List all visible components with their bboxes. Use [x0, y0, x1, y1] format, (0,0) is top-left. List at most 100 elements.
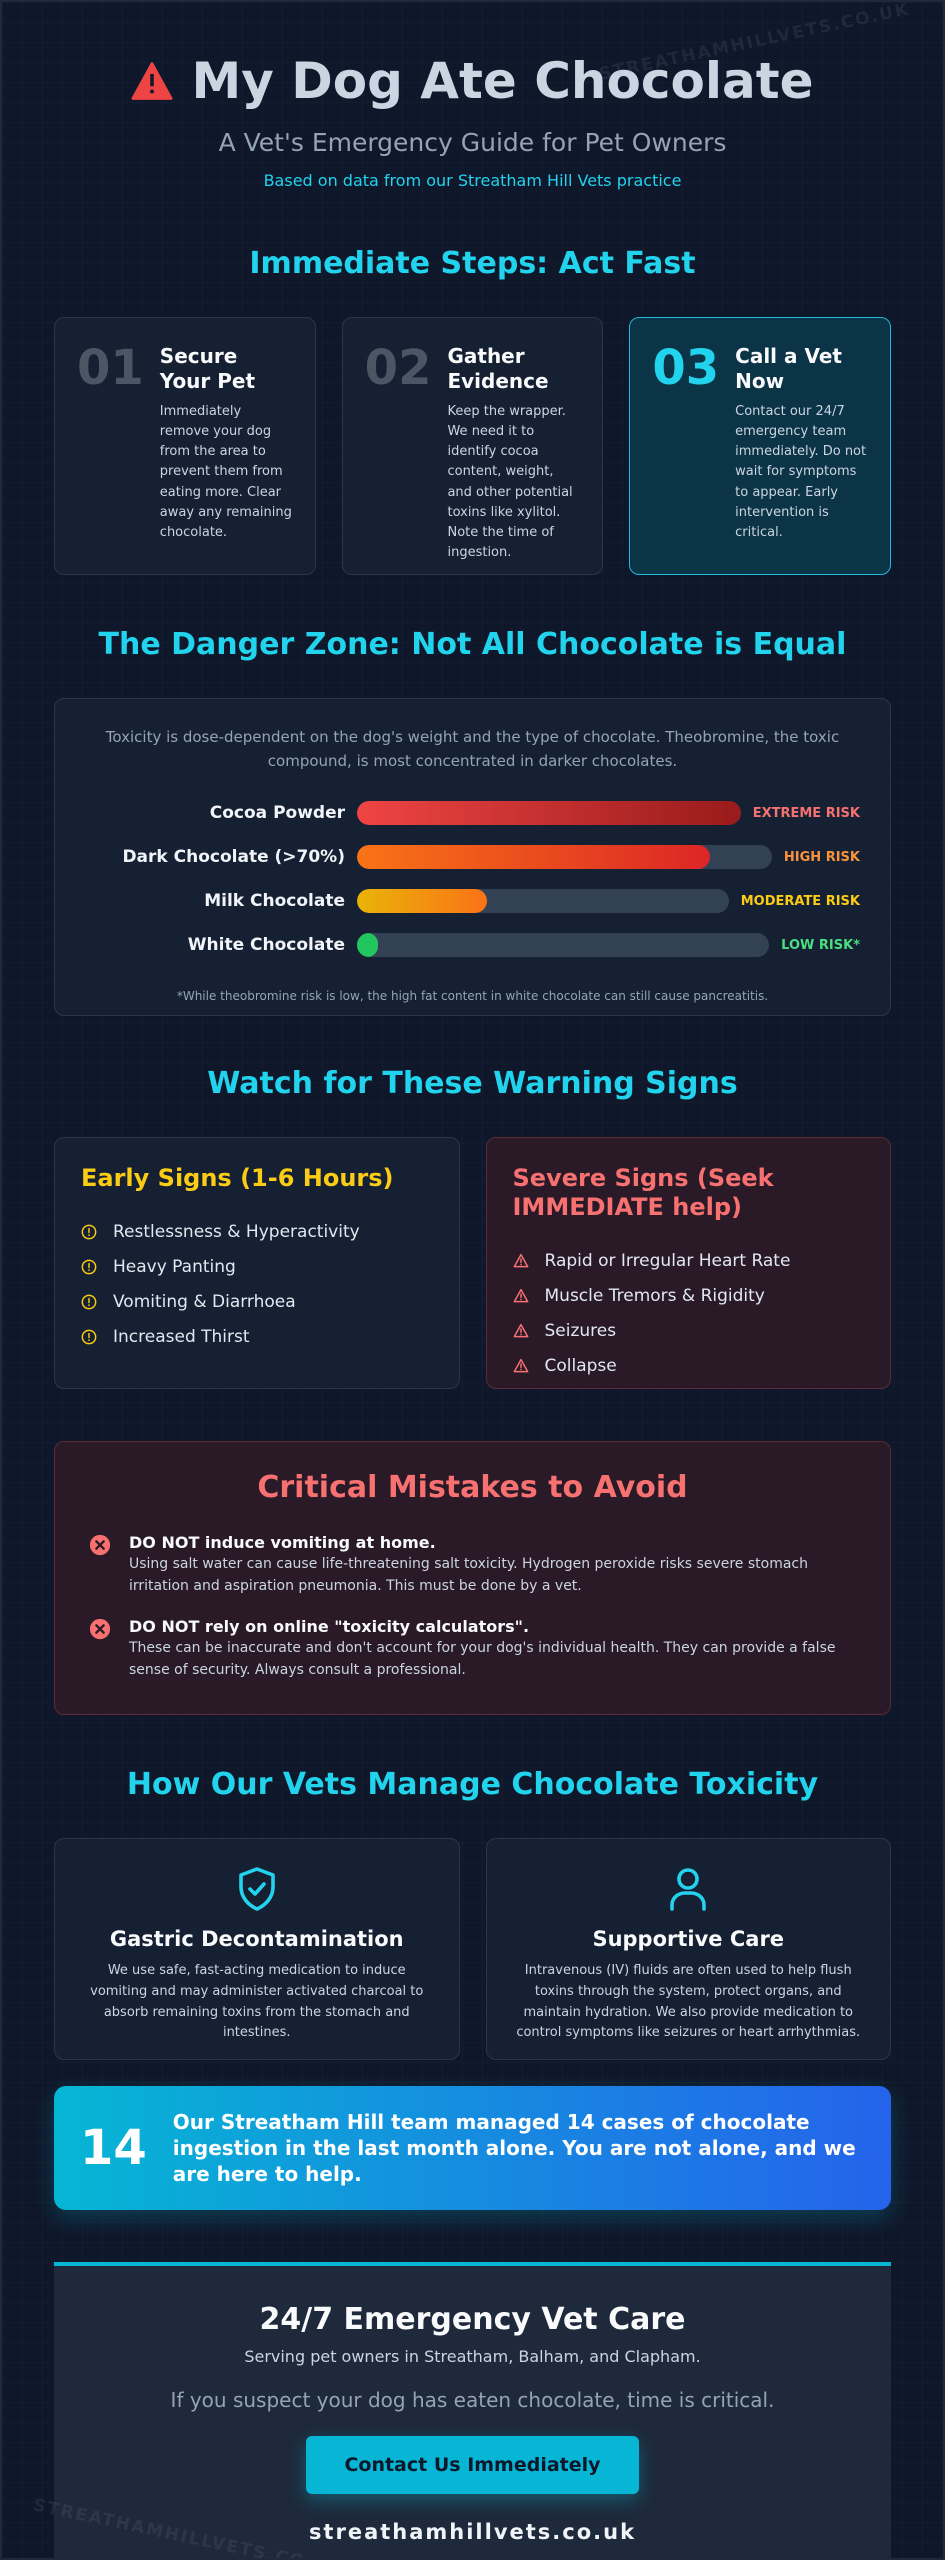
icon-part [513, 1359, 528, 1373]
title: My Dog Ate Chocolate [191, 52, 814, 110]
sign-item: Heavy Panting [81, 1250, 433, 1285]
step-cards: 01 Secure Your Pet Immediately remove your… [54, 317, 892, 575]
treatment-card: Supportive Care Intravenous (IV) fluids … [485, 1838, 891, 2060]
icon-part [513, 1254, 528, 1268]
risk-label: Dark Chocolate (>70%) [122, 847, 345, 867]
step-title: Secure Your Pet [159, 344, 256, 393]
x-icon [89, 1619, 111, 1640]
card-text: Intravenous (IV) fluids are often used t… [516, 1963, 861, 2041]
section-heading: Critical Mistakes to Avoid [257, 1470, 688, 1505]
warnings-section: Watch for These Warning Signs Early Sign… [54, 1066, 891, 1389]
danger-intro: Toxicity is dose-dependent on the dog's … [105, 728, 840, 770]
contact-button[interactable]: Contact Us Immediately [306, 2436, 639, 2494]
x-icon [89, 1534, 111, 1556]
title-row: My Dog Ate Chocolate [54, 52, 891, 110]
source: Based on data from our Streatham Hill Ve… [263, 171, 682, 190]
section-heading: Watch for These Warning Signs [207, 1066, 738, 1101]
danger-section: The Danger Zone: Not All Chocolate is Eq… [54, 627, 891, 1016]
stat-banner: 14 Our Streatham Hill team managed 14 ca… [54, 2086, 891, 2210]
warning-icon [131, 62, 174, 100]
risk-level: LOW RISK* [781, 937, 860, 953]
treatment-section: How Our Vets Manage Chocolate Toxicity G… [54, 1767, 891, 2060]
header: My Dog Ate Chocolate A Vet's Emergency G… [54, 2, 891, 190]
risk-row: Cocoa Powder EXTREME RISK [85, 791, 860, 835]
card-text: We use safe, fast-acting medication to i… [90, 1963, 424, 2041]
risk-row: Dark Chocolate (>70%) HIGH RISK [85, 835, 860, 879]
step-number: 02 [364, 340, 432, 396]
steps-section: Immediate Steps: Act Fast 01 Secure Your … [54, 246, 892, 575]
footer-service: Serving pet owners in Streatham, Balham,… [244, 2347, 701, 2366]
risk-label: Cocoa Powder [209, 803, 345, 823]
risk-track [357, 801, 741, 825]
alert-icon [81, 1329, 97, 1345]
icon-part [513, 1324, 528, 1338]
section-heading: How Our Vets Manage Chocolate Toxicity [126, 1767, 819, 1802]
step-text: Keep the wrapper. We need it to identify… [447, 404, 573, 560]
sign-item: Rapid or Irregular Heart Rate [513, 1244, 865, 1279]
person-icon [670, 1868, 707, 1911]
sign-item: Collapse [513, 1349, 865, 1384]
danger-box: Toxicity is dose-dependent on the dog's … [54, 698, 891, 1016]
risk-bar [357, 889, 488, 913]
sign-list: Restlessness & Hyperactivity Heavy Pantin… [81, 1215, 433, 1355]
alert-icon [81, 1259, 97, 1275]
sign-text: Muscle Tremors & Rigidity [544, 1286, 765, 1307]
step-text: Contact our 24/7 emergency team immediat… [735, 404, 867, 540]
footer-title: 24/7 Emergency Vet Care [259, 2302, 686, 2337]
sign-text: Seizures [544, 1321, 617, 1342]
risk-bar [357, 933, 378, 957]
sign-item: Seizures [513, 1314, 865, 1349]
sign-list: Rapid or Irregular Heart Rate Muscle Trem… [513, 1244, 865, 1384]
treatment-cards: Gastric Decontamination We use safe, fas… [54, 1838, 891, 2060]
sign-item: Increased Thirst [81, 1320, 433, 1355]
warning-cards: Early Signs (1-6 Hours) Restlessness & H… [54, 1137, 891, 1389]
stat-number: 14 [80, 2120, 147, 2176]
risk-track [357, 933, 770, 957]
sign-item: Muscle Tremors & Rigidity [513, 1279, 865, 1314]
risk-level: HIGH RISK [783, 849, 860, 865]
card-title: Gastric Decontamination [109, 1927, 404, 1951]
treatment-card: Gastric Decontamination We use safe, fas… [54, 1838, 460, 2060]
triangle-icon [513, 1254, 528, 1268]
icon-part [513, 1289, 528, 1303]
sign-item: Restlessness & Hyperactivity [81, 1215, 433, 1250]
early-signs-card: Early Signs (1-6 Hours) Restlessness & H… [54, 1137, 460, 1389]
step-title: Gather Evidence [447, 344, 549, 393]
subtitle: A Vet's Emergency Guide for Pet Owners [218, 128, 727, 157]
website[interactable]: streathamhillvets.co.uk [308, 2520, 637, 2544]
mistake-item: DO NOT rely on online "toxicity calculat… [89, 1617, 856, 1681]
sign-text: Rapid or Irregular Heart Rate [544, 1251, 791, 1272]
section-heading: The Danger Zone: Not All Chocolate is Eq… [98, 627, 847, 662]
risk-label: Milk Chocolate [204, 891, 345, 911]
icon-part [81, 1259, 97, 1275]
mistake-body: DO NOT rely on online "toxicity calculat… [129, 1617, 856, 1681]
step-card: 01 Secure Your Pet Immediately remove your… [54, 317, 316, 575]
step-number: 01 [77, 340, 144, 396]
icon-part [81, 1329, 97, 1345]
mistake-title: DO NOT induce vomiting at home. [129, 1533, 436, 1552]
sign-item: Vomiting & Diarrhoea [81, 1285, 433, 1320]
triangle-icon [513, 1359, 528, 1373]
risk-row: Milk Chocolate MODERATE RISK [85, 879, 860, 923]
risk-row: White Chocolate LOW RISK* [85, 923, 860, 967]
mistake-body: DO NOT induce vomiting at home. Using sal… [129, 1533, 856, 1597]
section-heading: Immediate Steps: Act Fast [249, 246, 696, 281]
shield-icon [238, 1867, 275, 1911]
danger-footnote: *While theobromine risk is low, the high… [176, 989, 769, 1003]
risk-rows: Cocoa Powder EXTREME RISK Dark Chocolate (… [85, 791, 860, 967]
card-title: Supportive Care [592, 1927, 785, 1951]
risk-bar [357, 801, 741, 825]
step-number: 03 [652, 340, 720, 396]
icon-part [95, 1624, 105, 1635]
sign-text: Vomiting & Diarrhoea [113, 1292, 296, 1313]
card-title: Severe Signs (Seek IMMEDIATE help) [512, 1164, 774, 1221]
mistakes-box: Critical Mistakes to Avoid DO NOT induce… [54, 1441, 891, 1715]
footer: 24/7 Emergency Vet Care Serving pet owne… [54, 2262, 891, 2558]
sign-text: Collapse [544, 1356, 617, 1377]
risk-track [357, 845, 772, 869]
risk-track [357, 889, 729, 913]
risk-bar [357, 845, 710, 869]
sign-text: Restlessness & Hyperactivity [113, 1222, 360, 1243]
